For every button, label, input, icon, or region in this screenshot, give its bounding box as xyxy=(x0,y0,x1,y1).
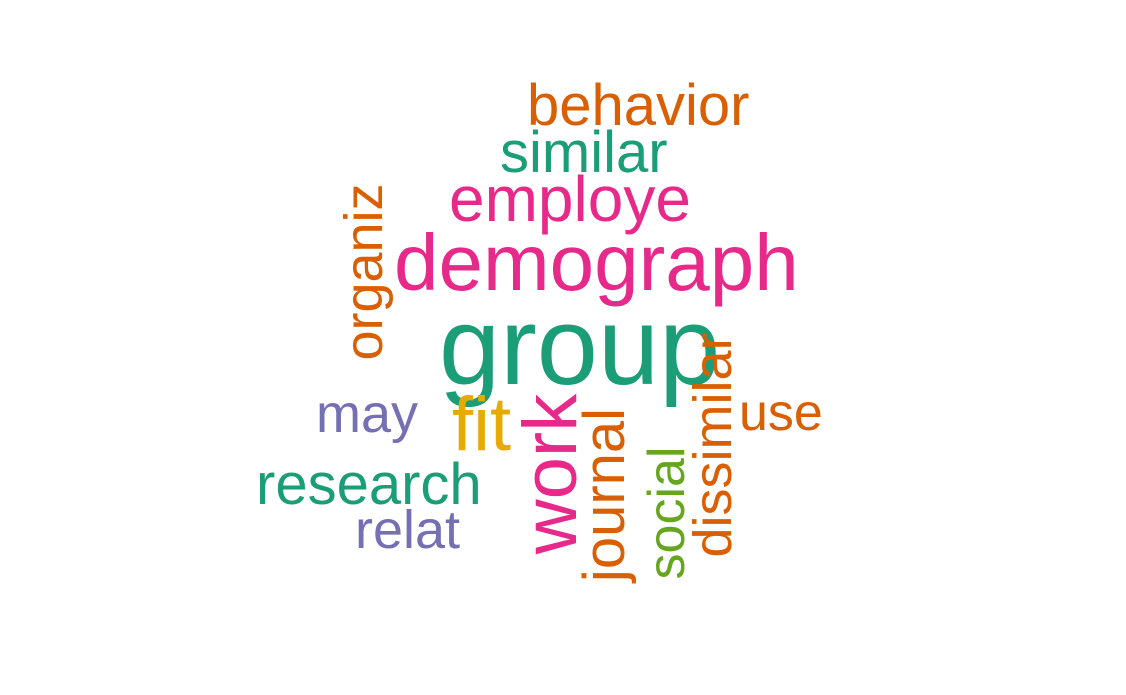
word-dissimilar: dissimilar xyxy=(683,332,743,558)
word-fit: fit xyxy=(452,382,512,467)
word-employe: employe xyxy=(449,163,691,235)
word-organiz: organiz xyxy=(334,183,394,361)
word-similar: similar xyxy=(500,120,668,185)
word-journal: journal xyxy=(572,407,637,583)
word-use: use xyxy=(739,384,823,442)
word-research: research xyxy=(256,452,482,517)
word-demograph: demograph xyxy=(394,218,799,307)
word-may: may xyxy=(316,384,419,444)
word-behavior: behavior xyxy=(527,73,750,138)
word-group: group xyxy=(439,285,721,408)
word-relat: relat xyxy=(355,500,461,560)
